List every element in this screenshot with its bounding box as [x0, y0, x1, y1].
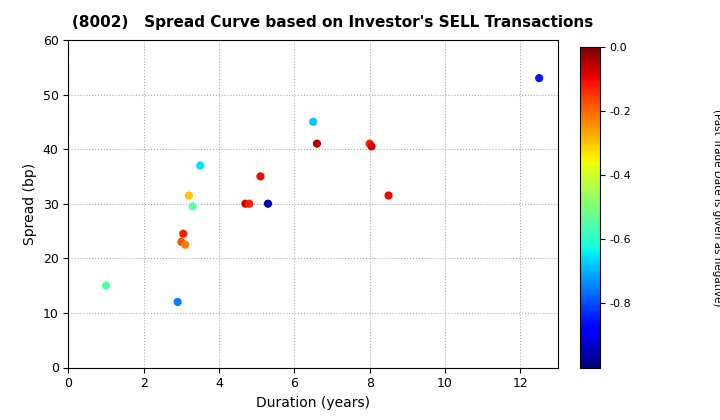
Y-axis label: Time in years between 5/2/2025 and Trade Date
(Past Trade Date is given as negat: Time in years between 5/2/2025 and Trade… [712, 82, 720, 333]
Point [383, 192, 395, 199]
Point [307, 118, 319, 125]
Y-axis label: Spread (bp): Spread (bp) [23, 163, 37, 245]
Point [534, 75, 545, 81]
Point [364, 140, 375, 147]
Point [194, 162, 206, 169]
Point [100, 282, 112, 289]
Point [172, 299, 184, 305]
Point [176, 239, 187, 245]
Point [179, 241, 191, 248]
X-axis label: Duration (years): Duration (years) [256, 396, 370, 410]
Point [262, 200, 274, 207]
Point [366, 143, 377, 150]
Point [255, 173, 266, 180]
Point [178, 230, 189, 237]
Text: (8002)   Spread Curve based on Investor's SELL Transactions: (8002) Spread Curve based on Investor's … [72, 15, 593, 30]
Point [243, 200, 255, 207]
Point [187, 203, 199, 210]
Point [311, 140, 323, 147]
Point [240, 200, 251, 207]
Point [183, 192, 194, 199]
